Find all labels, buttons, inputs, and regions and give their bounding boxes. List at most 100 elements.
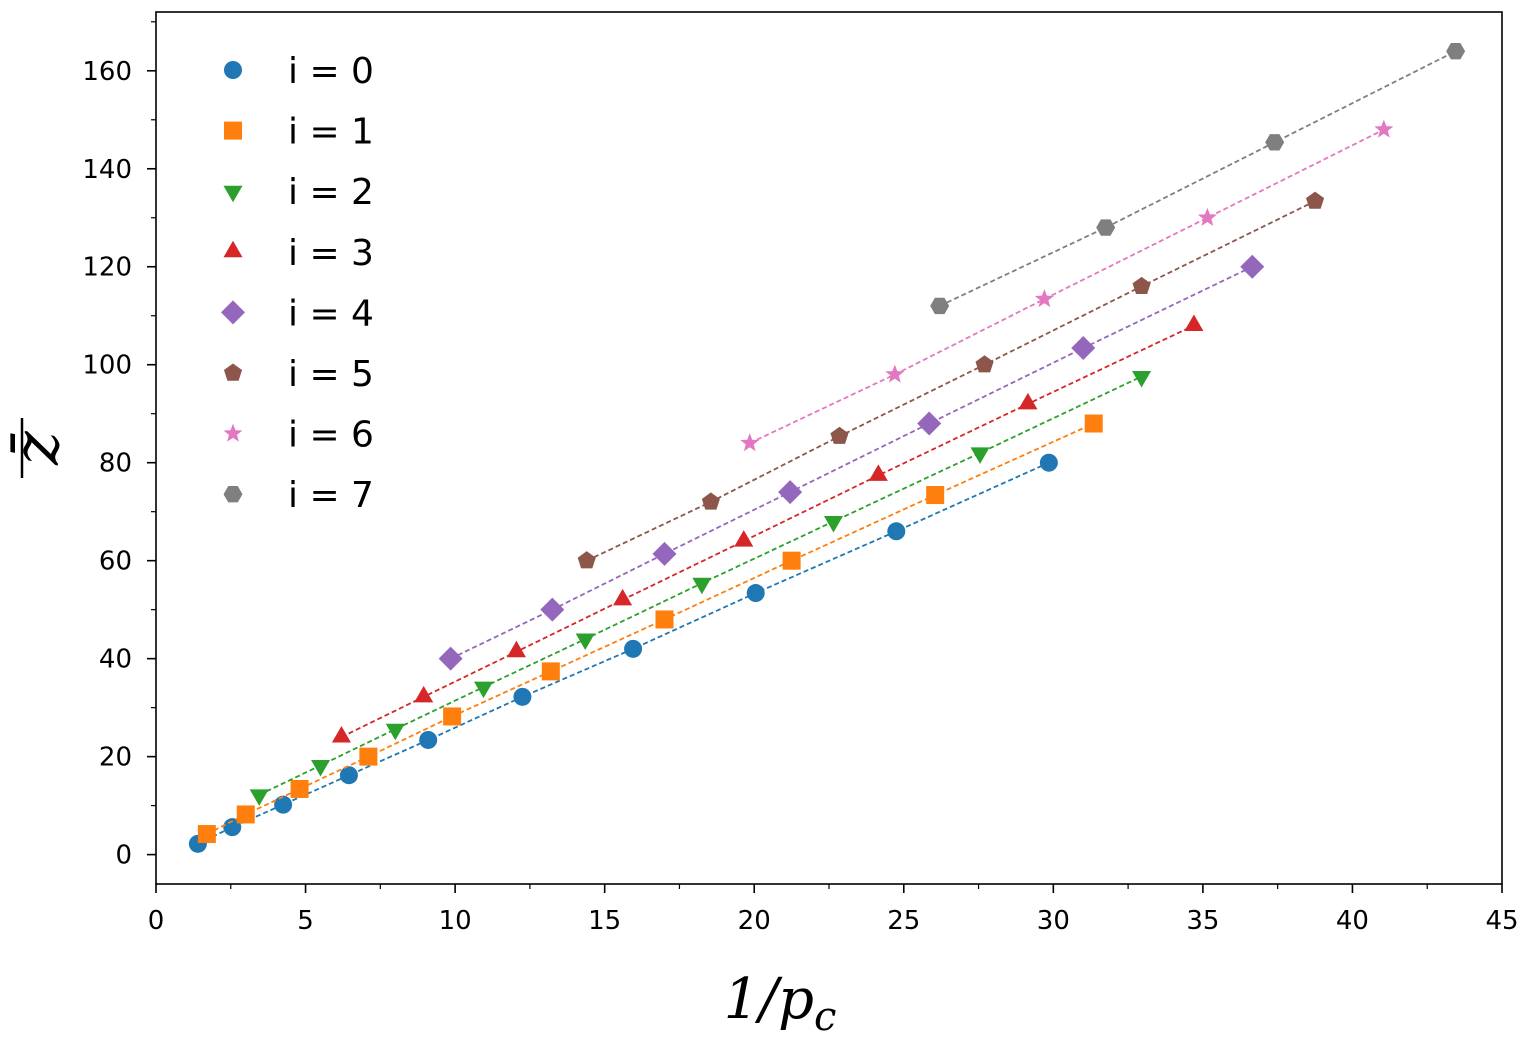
data-point (419, 730, 438, 749)
x-axis-title-subscript: c (814, 994, 836, 1039)
data-point (1197, 207, 1217, 226)
data-point (823, 515, 844, 533)
data-point (868, 464, 888, 481)
data-point (613, 588, 633, 606)
data-point (331, 726, 351, 743)
y-tick-label: 80 (99, 449, 132, 479)
series-layer (188, 42, 1466, 853)
data-point (830, 426, 849, 444)
data-point (1071, 336, 1096, 361)
x-tick-label: 30 (1037, 906, 1070, 936)
legend-marker (221, 300, 245, 325)
series-0 (188, 453, 1058, 853)
legend-marker (223, 363, 243, 381)
legend-item: i = 3 (223, 233, 374, 274)
y-tick-label: 0 (115, 841, 132, 871)
x-tick-label: 25 (887, 906, 920, 936)
data-point (577, 551, 596, 569)
y-tick-label: 100 (82, 351, 132, 381)
legend-label: i = 7 (288, 475, 374, 516)
data-point (1084, 414, 1103, 433)
data-point (541, 662, 560, 681)
legend-item: i = 7 (223, 475, 374, 516)
data-point (887, 522, 906, 541)
legend-item: i = 5 (223, 354, 374, 395)
x-tick-label: 40 (1336, 906, 1369, 936)
data-point (1096, 219, 1116, 236)
series-4 (438, 254, 1265, 671)
series-7 (930, 42, 1466, 315)
legend-marker (224, 121, 242, 140)
data-point (975, 355, 994, 373)
legend-marker (224, 61, 242, 79)
x-axis-title-main: 1/p (724, 967, 814, 1032)
data-point (310, 759, 331, 777)
data-point (746, 584, 765, 603)
data-point (1039, 453, 1058, 472)
data-point (506, 640, 526, 658)
data-point (540, 597, 565, 622)
legend-label: i = 0 (288, 51, 374, 92)
data-point (740, 433, 760, 452)
x-tick-label: 10 (439, 906, 472, 936)
series-line (749, 128, 1385, 444)
data-point (778, 480, 803, 505)
data-point (1132, 276, 1151, 295)
x-tick-label: 20 (738, 906, 771, 936)
series-line (939, 50, 1457, 307)
legend-marker (223, 185, 243, 203)
legend-item: i = 1 (224, 112, 374, 153)
series-line (206, 422, 1095, 835)
y-tick-label: 140 (82, 155, 132, 185)
data-point (970, 447, 990, 464)
data-point (513, 687, 532, 706)
legend-item: i = 0 (224, 51, 374, 92)
data-point (197, 825, 216, 844)
data-point (885, 364, 905, 383)
legend-marker (223, 485, 243, 503)
series-5 (577, 191, 1325, 569)
data-point (274, 795, 293, 814)
data-point (1034, 289, 1054, 308)
data-point (1446, 42, 1466, 60)
data-point (692, 577, 712, 595)
data-point (385, 723, 405, 741)
y-tick-label: 60 (99, 547, 132, 577)
y-tick-label: 120 (82, 253, 132, 283)
axes-layer: 0 5 10 15 20 25 30 35 40 45 0 20 40 60 80 100 120 140 160 (82, 21, 1519, 936)
data-point (290, 779, 309, 798)
data-point (474, 681, 494, 699)
series-line (197, 461, 1050, 845)
legend-item: i = 2 (223, 172, 374, 213)
x-tick-label: 15 (588, 906, 621, 936)
series-6 (740, 119, 1394, 452)
x-tick-label: 45 (1485, 906, 1518, 936)
legend-label: i = 6 (288, 415, 374, 456)
data-point (655, 610, 674, 629)
series-2 (249, 370, 1152, 806)
data-point (782, 551, 801, 570)
data-point (1306, 191, 1325, 209)
series-line (450, 265, 1253, 660)
data-point (734, 530, 754, 547)
data-point (1265, 134, 1285, 151)
data-point (1184, 314, 1204, 332)
legend-item: i = 4 (221, 293, 374, 334)
data-point (236, 805, 255, 824)
data-point (1240, 254, 1265, 279)
data-point (359, 747, 378, 766)
legend-label: i = 4 (288, 293, 374, 334)
legend-marker (223, 240, 243, 258)
data-point (701, 492, 720, 510)
data-point (339, 766, 358, 785)
legend-label: i = 2 (288, 172, 374, 213)
data-point (575, 633, 595, 651)
legend-label: i = 1 (288, 112, 374, 153)
x-tick-label: 35 (1186, 906, 1219, 936)
x-tick-label: 0 (148, 906, 165, 936)
data-point (930, 297, 950, 315)
y-axis-title: z̄ (0, 430, 74, 466)
data-point (1018, 392, 1038, 410)
y-tick-label: 40 (99, 645, 132, 675)
data-point (438, 646, 463, 671)
